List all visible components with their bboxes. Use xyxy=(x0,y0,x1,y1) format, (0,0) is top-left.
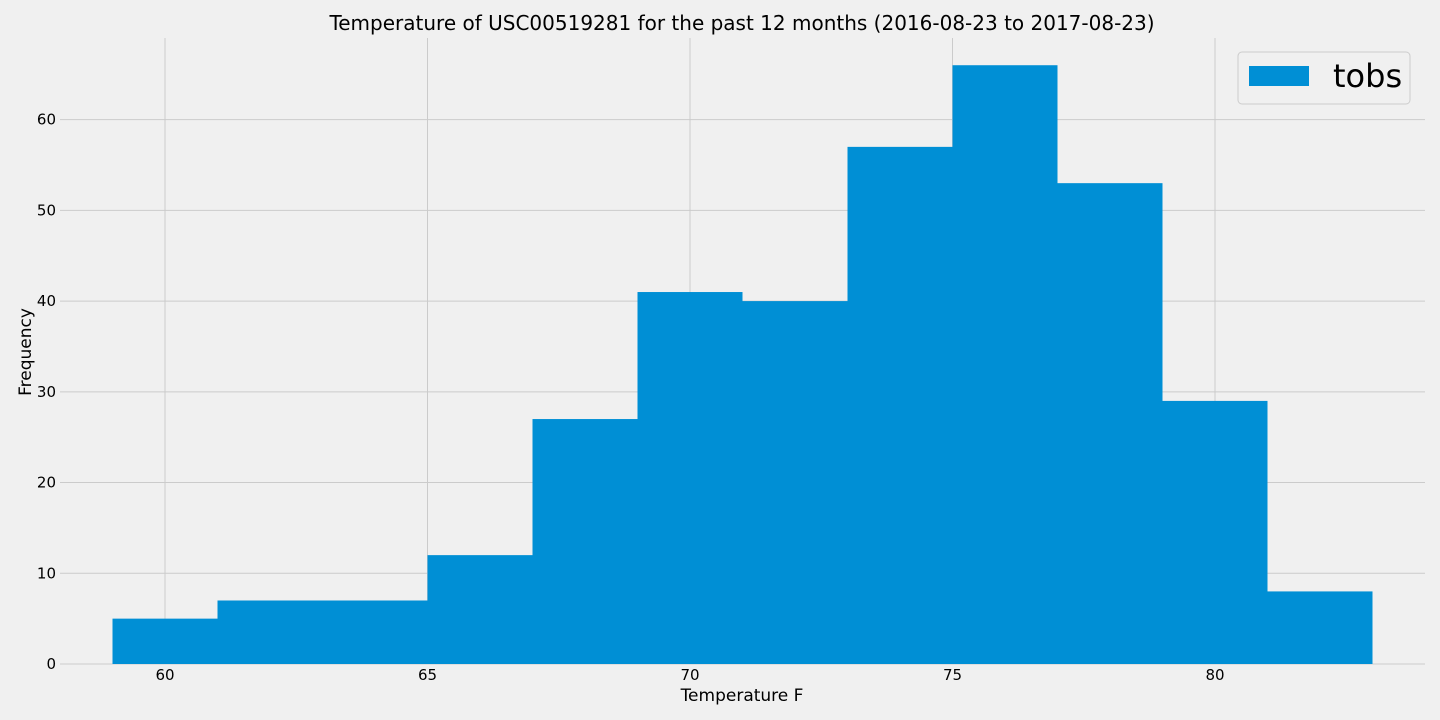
x-tick-label: 80 xyxy=(1205,666,1224,684)
y-tick-label: 50 xyxy=(37,201,56,219)
x-axis-label: Temperature F xyxy=(680,686,804,706)
x-tick-label: 60 xyxy=(155,666,174,684)
histogram-bar xyxy=(637,292,743,664)
histogram-bar xyxy=(1162,400,1268,664)
legend-label: tobs xyxy=(1333,57,1402,95)
x-tick-label: 65 xyxy=(418,666,437,684)
x-tick-label: 70 xyxy=(680,666,699,684)
y-tick-label: 60 xyxy=(37,111,56,129)
histogram-bar xyxy=(427,555,533,664)
legend: tobs xyxy=(1237,51,1411,105)
histogram-bar xyxy=(742,301,848,664)
legend-swatch xyxy=(1249,66,1309,86)
chart-title: Temperature of USC00519281 for the past … xyxy=(328,11,1154,35)
legend-box xyxy=(1237,51,1411,105)
histogram-bar xyxy=(532,419,638,664)
y-axis-ticks: 0 10 20 30 40 50 60 xyxy=(37,111,56,673)
histogram-bar xyxy=(217,600,323,664)
histogram-bar xyxy=(847,146,953,664)
y-tick-label: 40 xyxy=(37,292,56,310)
x-axis-ticks: 60 65 70 75 80 xyxy=(155,666,1224,684)
histogram-bar xyxy=(322,600,428,664)
x-tick-label: 75 xyxy=(943,666,962,684)
y-tick-label: 10 xyxy=(37,564,56,582)
histogram-bars xyxy=(112,65,1373,664)
y-tick-label: 0 xyxy=(46,655,56,673)
histogram-bar xyxy=(112,618,218,664)
histogram-bar xyxy=(1267,591,1373,664)
y-tick-label: 30 xyxy=(37,383,56,401)
y-tick-label: 20 xyxy=(37,474,56,492)
histogram-bar xyxy=(952,65,1058,664)
histogram-bar xyxy=(1057,183,1163,664)
y-axis-label: Frequency xyxy=(16,308,36,396)
